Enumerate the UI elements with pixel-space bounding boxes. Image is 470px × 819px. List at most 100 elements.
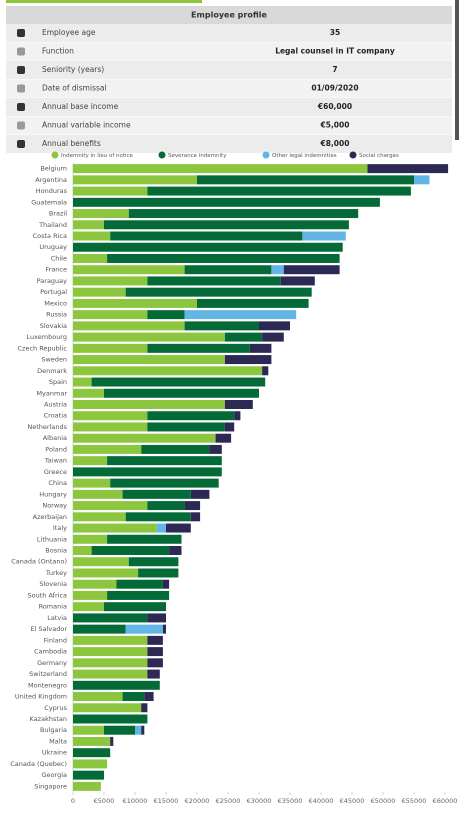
bar-segment [104, 220, 349, 230]
y-tick-label: Lithuania [37, 535, 67, 543]
y-tick-label: Canada (Quebec) [10, 760, 67, 768]
bar-segment [73, 164, 368, 174]
bar-segment [73, 220, 104, 230]
row-icon [17, 29, 25, 37]
bar-segment [110, 736, 114, 746]
x-tick-label: €20000 [185, 797, 210, 805]
bar-segment [73, 377, 92, 387]
x-tick-label: 0 [71, 797, 75, 805]
profile-value: €5,000 [320, 121, 350, 130]
profile-header [6, 6, 452, 24]
profile-value: 35 [330, 28, 340, 37]
bar-segment [73, 748, 111, 758]
bar-segment [249, 343, 272, 353]
bar-segment [147, 647, 163, 657]
x-tick-label: €35000 [278, 797, 303, 805]
bar-segment [107, 456, 222, 466]
profile-row [6, 42, 452, 61]
bar-segment [73, 388, 104, 398]
x-tick-label: €5000 [94, 797, 115, 805]
y-tick-label: Myanmar [36, 389, 67, 397]
bar-segment [73, 287, 126, 297]
bar-segment [184, 310, 297, 320]
bar-segment [107, 253, 340, 263]
y-tick-label: El Salvador [31, 625, 68, 633]
y-tick-label: Switzerland [29, 670, 67, 678]
bar-segment [110, 231, 303, 241]
x-tick-label: €55000 [402, 797, 427, 805]
bar-segment [125, 287, 312, 297]
profile-value: 01/09/2020 [311, 84, 358, 93]
y-tick-label: Portugal [40, 288, 67, 296]
bar-segment [73, 310, 148, 320]
legend-swatch [262, 151, 270, 159]
bar-segment [73, 534, 108, 544]
y-tick-label: Netherlands [27, 423, 67, 431]
profile-label: Annual benefits [42, 139, 101, 148]
y-tick-label: Uruguay [39, 243, 67, 251]
bar-segment [125, 624, 163, 634]
bar-segment [224, 355, 272, 365]
bar-segment [73, 366, 263, 376]
y-tick-label: Croatia [44, 412, 67, 420]
bar-segment [73, 523, 157, 533]
bar-segment [73, 624, 126, 634]
profile-label: Seniority (years) [42, 65, 104, 74]
y-tick-label: South Africa [28, 591, 68, 599]
bar-segment [73, 242, 343, 252]
bar-segment [147, 501, 185, 511]
y-tick-label: France [45, 266, 67, 274]
y-tick-label: Cyprus [44, 704, 67, 712]
bar-segment [147, 635, 163, 645]
x-tick-label: €15000 [154, 797, 179, 805]
scrollbar[interactable] [455, 0, 459, 140]
x-tick-label: €25000 [216, 797, 241, 805]
bar-segment [147, 411, 235, 421]
bar-segment [73, 590, 108, 600]
bar-segment [122, 489, 191, 499]
bar-segment [73, 770, 104, 780]
profile-row [6, 116, 452, 135]
y-tick-label: Cambodia [34, 648, 67, 656]
bar-segment [215, 433, 232, 443]
bar-segment [73, 467, 222, 477]
bar-segment [73, 512, 126, 522]
y-tick-label: Chile [51, 254, 67, 262]
bar-segment [73, 265, 185, 275]
x-tick-label: €30000 [247, 797, 272, 805]
y-tick-label: Turkey [45, 569, 67, 577]
bar-segment [147, 276, 281, 286]
y-tick-label: Bosnia [45, 547, 67, 555]
bar-segment [147, 613, 166, 623]
bar-segment [184, 501, 201, 511]
x-tick-label: €10000 [123, 797, 148, 805]
y-tick-label: Guatemala [31, 198, 67, 206]
profile-value: €60,000 [317, 102, 352, 111]
y-tick-label: Brazil [49, 210, 67, 218]
profile-row [6, 79, 452, 98]
legend-label: Other legal indemnities [272, 153, 337, 159]
bar-segment [184, 265, 272, 275]
y-tick-label: Romania [39, 603, 67, 611]
bar-segment [141, 703, 148, 713]
bar-segment [190, 512, 201, 522]
y-tick-label: Georgia [42, 771, 68, 779]
legend-label: Indemnity in lieu of notice [61, 153, 134, 159]
y-tick-label: Argentina [35, 176, 67, 184]
bar-segment [414, 175, 430, 185]
bar-segment [197, 298, 309, 308]
profile-row [6, 24, 452, 42]
legend-swatch [158, 151, 166, 159]
bar-segment [73, 703, 142, 713]
y-tick-label: Spain [49, 378, 67, 386]
y-tick-label: Singapore [34, 782, 67, 790]
y-tick-label: Belgium [40, 165, 67, 173]
bar-segment [197, 175, 414, 185]
bar-segment [144, 692, 154, 702]
bar-segment [73, 456, 108, 466]
bar-segment [91, 377, 266, 387]
bar-segment [135, 725, 142, 735]
y-tick-label: Taiwan [44, 457, 67, 465]
y-tick-label: Latvia [47, 614, 67, 622]
